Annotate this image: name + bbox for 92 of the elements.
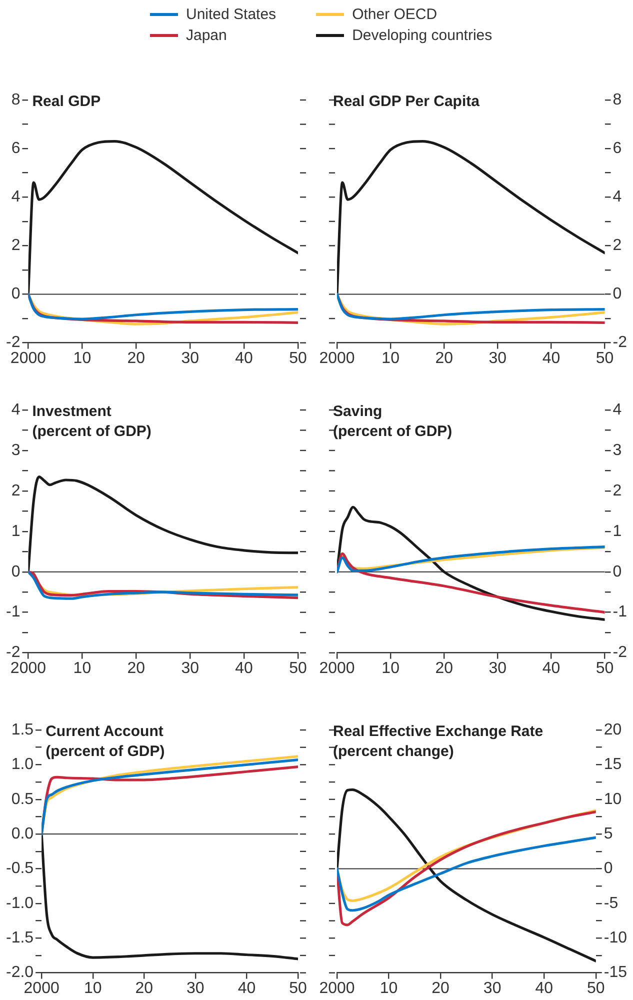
y2-tick-label: 3 (612, 442, 622, 459)
x-tick-label: 50 (596, 660, 614, 677)
x-tick-label: 30 (181, 660, 200, 677)
chart-title: Real GDP Per Capita (333, 93, 480, 110)
x-tick-label: 10 (84, 980, 102, 997)
x-tick-label: 30 (483, 980, 502, 997)
y-tick-label: 4 (11, 401, 20, 418)
y2-tick-label: 20 (604, 721, 622, 738)
y-tick-label: 0 (11, 286, 20, 303)
y2-tick-label: 2 (612, 482, 622, 500)
x-tick-label: 50 (289, 350, 307, 367)
chart-title: Current Account (46, 723, 164, 740)
y-tick-label: -2 (6, 644, 20, 662)
y2-tick-label: 0 (612, 286, 622, 303)
y2-tick-label: -15 (604, 964, 628, 982)
y2-tick-label: 4 (612, 401, 622, 418)
x-tick-label: 40 (235, 660, 254, 677)
y2-tick-label: 0 (612, 563, 622, 580)
y-tick-label: 4 (11, 188, 20, 206)
x-tick-label: 20 (432, 980, 450, 997)
text: (percent of GDP) (333, 423, 452, 440)
x-tick-label: 2000 (319, 350, 355, 367)
x-tick-label: 30 (181, 350, 200, 367)
y2-tick-label: -2 (612, 644, 628, 662)
x-tick-label: 40 (238, 980, 256, 997)
x-tick-label: 2000 (10, 350, 46, 367)
x-tick-label: 10 (380, 980, 398, 997)
legend-label: Japan (186, 27, 227, 44)
y-tick-label: 0.5 (11, 790, 34, 808)
x-tick-label: 2000 (10, 660, 46, 677)
chart-title: Real Effective Exchange Rate (333, 723, 544, 740)
y2-tick-label: 8 (612, 91, 622, 108)
x-tick-label: 20 (435, 660, 454, 677)
x-tick-label: 10 (382, 660, 400, 677)
x-tick-label: 40 (235, 350, 254, 367)
y-tick-label: -1 (6, 604, 20, 621)
y2-tick-label: 4 (612, 188, 622, 206)
legend-label: Developing countries (352, 27, 492, 44)
y-tick-label: -1.5 (6, 930, 34, 947)
x-tick-label: 50 (586, 980, 605, 997)
x-tick-label: 20 (135, 980, 154, 997)
x-tick-label: 20 (127, 350, 146, 367)
y2-tick-label: -10 (604, 930, 628, 947)
x-tick-label: 2000 (319, 980, 355, 997)
x-tick-label: 10 (382, 350, 400, 367)
x-tick-label: 20 (435, 350, 454, 367)
x-tick-label: 40 (535, 980, 554, 997)
y2-tick-label: 6 (612, 140, 622, 157)
x-tick-label: 40 (542, 660, 560, 677)
chart-title: Saving (333, 403, 382, 420)
legend-label: United States (186, 6, 276, 23)
text: (percent change) (333, 743, 454, 760)
chart-title: Investment (32, 403, 112, 420)
text: (percent of GDP) (46, 743, 165, 760)
y2-tick-label: 5 (604, 825, 613, 842)
y-tick-label: 1 (11, 522, 20, 540)
y-tick-label: 2 (11, 237, 20, 254)
y-tick-label: 0 (11, 563, 20, 580)
x-tick-label: 40 (542, 350, 560, 367)
chart-title: Real GDP (32, 93, 101, 110)
y2-tick-label: 2 (612, 237, 622, 254)
x-tick-label: 20 (127, 660, 146, 677)
y2-tick-label: 1 (612, 522, 622, 540)
y-tick-label: -0.5 (6, 860, 34, 878)
x-tick-label: 30 (488, 660, 507, 677)
y-tick-label: 2 (11, 482, 20, 500)
x-tick-label: 10 (73, 660, 92, 677)
y-tick-label: 1.5 (11, 721, 34, 738)
y-tick-label: 0.0 (11, 825, 34, 842)
y2-tick-label: -2 (612, 334, 628, 352)
x-tick-label: 2000 (319, 660, 355, 677)
text: (percent of GDP) (32, 423, 152, 440)
y-tick-label: 3 (11, 442, 20, 459)
y2-tick-label: 10 (604, 790, 622, 808)
x-tick-label: 30 (186, 980, 204, 997)
y-tick-label: -1.0 (6, 894, 34, 912)
legend-label: Other OECD (352, 6, 438, 23)
x-tick-label: 2000 (24, 980, 60, 997)
y2-tick-label: -1 (612, 604, 628, 621)
y-tick-label: 8 (11, 91, 20, 108)
y2-tick-label: 15 (604, 756, 622, 774)
x-tick-label: 50 (289, 980, 307, 997)
x-tick-label: 50 (596, 350, 614, 367)
y-tick-label: 1.0 (11, 756, 34, 774)
y2-tick-label: 0 (604, 860, 613, 878)
x-tick-label: 50 (289, 660, 307, 677)
x-tick-label: 10 (73, 350, 92, 367)
x-tick-label: 30 (488, 350, 507, 367)
y-tick-label: 6 (11, 140, 20, 157)
y-tick-label: -2.0 (6, 964, 34, 982)
y2-tick-label: -5 (604, 894, 618, 912)
y-tick-label: -2 (6, 334, 20, 352)
